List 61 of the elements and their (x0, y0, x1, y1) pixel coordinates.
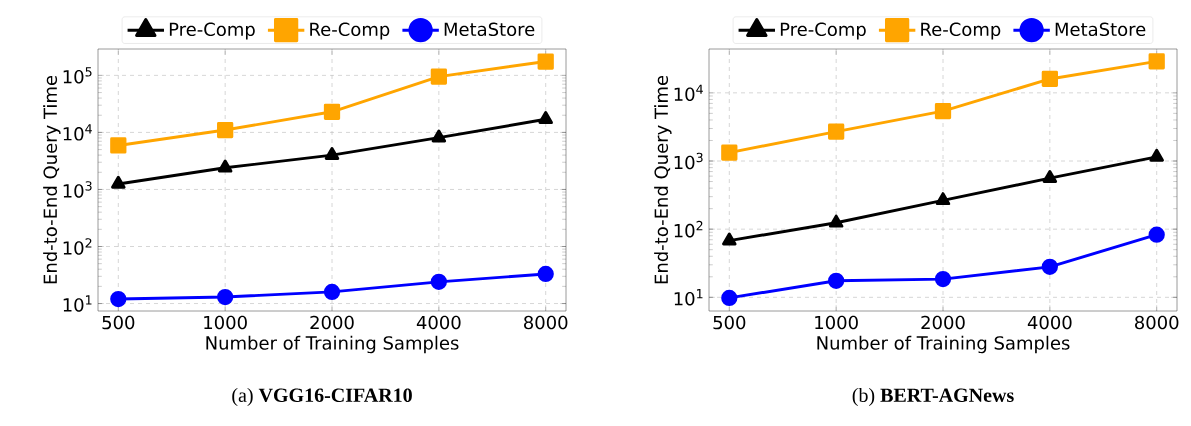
x-tick-label: 500 (102, 315, 135, 330)
point (217, 159, 233, 173)
legend-label: MetaStore (444, 22, 535, 37)
point (934, 270, 952, 288)
point (1042, 170, 1058, 183)
point (722, 232, 737, 246)
point (323, 283, 341, 301)
x-tick-label: 2000 (310, 315, 354, 330)
point (323, 103, 341, 120)
x-tick-label: 4000 (416, 315, 461, 330)
y-tick-label: 10$^{1}$ (674, 289, 703, 306)
legend-label: Re-Comp (310, 22, 390, 40)
point (217, 288, 234, 306)
point (110, 290, 127, 308)
x-axis-title: Number of Training Samples (206, 335, 459, 354)
x-tick-label: 8000 (524, 315, 568, 330)
y-axis-title: End-to-End Query Time (654, 75, 672, 284)
point (1149, 148, 1164, 162)
legend-label: MetaStore (1055, 22, 1146, 37)
point (538, 111, 553, 125)
legend-label: Pre-Comp (780, 22, 866, 40)
x-tick-label: 4000 (1027, 315, 1072, 330)
x-tick-label: 1000 (204, 315, 247, 330)
y-tick-label: 10$^{4}$ (674, 84, 703, 102)
point (934, 102, 952, 120)
text: (a) VGG16-CIFAR10 (232, 387, 412, 407)
x-tick-label: 8000 (1135, 315, 1179, 330)
point (110, 137, 127, 154)
point (430, 68, 447, 85)
point (828, 214, 844, 228)
y-tick-label: 10$^{4}$ (63, 124, 92, 141)
text: (b) BERT-AGNews (852, 387, 1014, 407)
legend-label: Re-Comp (921, 22, 1001, 40)
point (111, 175, 126, 189)
point (1041, 258, 1058, 275)
x-axis-title: Number of Training Samples (817, 335, 1070, 354)
point (935, 192, 951, 206)
x-tick-label: 1000 (815, 315, 858, 330)
y-tick-label: 10$^{3}$ (63, 181, 92, 198)
y-axis-title: End-to-End Query Time (43, 75, 61, 284)
point (828, 272, 845, 289)
legend-label: Pre-Comp (169, 22, 255, 40)
x-tick-label: 500 (713, 315, 746, 330)
point (1148, 53, 1165, 70)
point (430, 273, 447, 290)
y-tick-label: 10$^{3}$ (674, 152, 703, 170)
point (1148, 226, 1165, 243)
point (431, 129, 447, 143)
point (721, 289, 738, 307)
point (217, 121, 234, 139)
point (537, 265, 554, 283)
y-tick-label: 10$^{2}$ (674, 220, 703, 238)
point (324, 146, 340, 160)
x-tick-label: 2000 (921, 315, 965, 330)
point (721, 144, 738, 161)
y-tick-label: 10$^{2}$ (63, 238, 92, 255)
point (828, 123, 845, 140)
y-tick-label: 10$^{5}$ (63, 67, 92, 84)
point (1041, 70, 1058, 88)
y-tick-label: 10$^{1}$ (63, 295, 92, 312)
point (537, 53, 554, 70)
